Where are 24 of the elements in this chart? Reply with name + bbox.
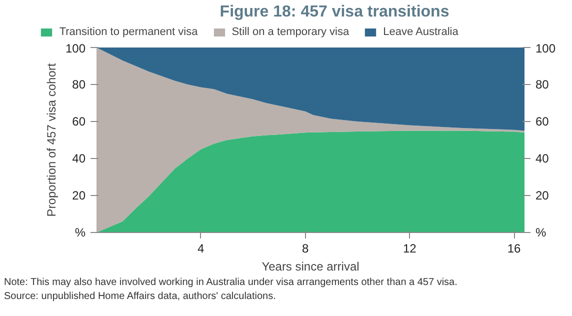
- y-tick-label: %: [74, 226, 86, 240]
- legend-label: Leave Australia: [383, 26, 458, 38]
- x-tick-label: 16: [507, 242, 522, 256]
- y-tick-label: 40: [72, 152, 86, 166]
- legend-label: Transition to permanent visa: [59, 26, 198, 38]
- y2-tick-label: %: [536, 226, 546, 240]
- y2-tick-label: 40: [536, 152, 550, 166]
- source-note: Source: unpublished Home Affairs data, authors' calculations.: [4, 290, 276, 304]
- y-tick-label: 60: [72, 114, 86, 128]
- chart-title: Figure 18: 457 visa transitions: [220, 4, 450, 20]
- y2-tick-label: 100: [536, 42, 556, 56]
- x-tick-label: 12: [402, 242, 417, 256]
- y2-tick-label: 60: [536, 114, 550, 128]
- y-tick-label: 80: [72, 78, 86, 92]
- y2-tick-label: 20: [536, 188, 550, 202]
- text: Note: This may also have involved working in Australia under visa arrangements other than a 457 visa.: [4, 276, 458, 290]
- y-axis-title: Proportion of 457 visa cohort: [44, 62, 58, 217]
- x-tick-label: 8: [302, 242, 309, 256]
- x-axis-title: Years since arrival: [262, 260, 360, 274]
- y2-tick-label: 80: [536, 78, 550, 92]
- y-tick-label: 20: [72, 188, 86, 202]
- y-tick-label: 100: [65, 42, 86, 56]
- legend-label: Still on a temporary visa: [232, 26, 350, 38]
- x-tick-label: 4: [198, 242, 205, 256]
